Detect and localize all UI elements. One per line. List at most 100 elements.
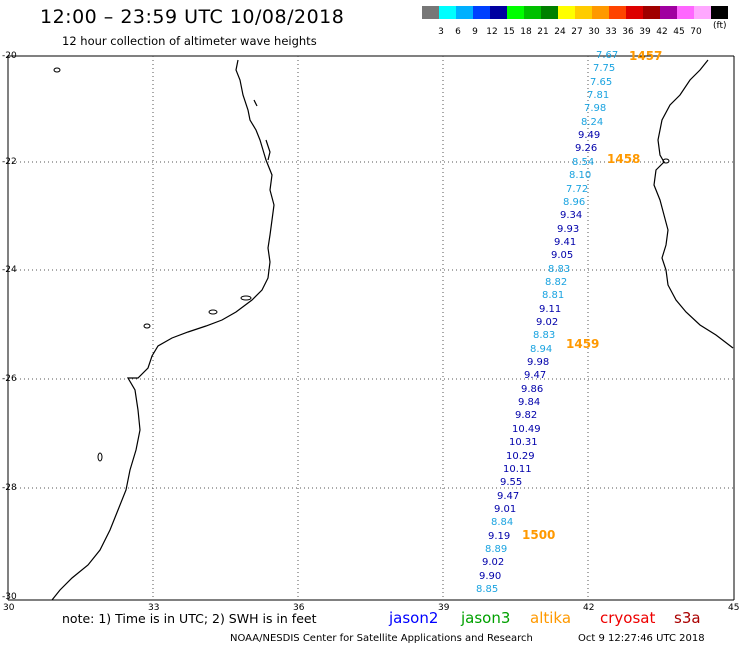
legend-swatch	[439, 6, 456, 19]
footer-timestamp: Oct 9 12:27:46 UTC 2018	[578, 633, 705, 644]
lon-label: 36	[293, 603, 305, 613]
wave-height-value: 7.81	[587, 90, 610, 102]
map-title: 12:00 – 23:59 UTC 10/08/2018	[40, 6, 345, 28]
legend-label: 24	[554, 27, 566, 37]
wave-height-value: 7.98	[584, 103, 607, 115]
legend-label: 33	[605, 27, 617, 37]
wave-height-value: 8.81	[542, 290, 565, 302]
legend-swatch	[490, 6, 507, 19]
legend-label: 30	[588, 27, 600, 37]
time-mark: 1459	[566, 337, 600, 351]
coastline-madagascar	[653, 59, 734, 349]
legend-label: 12	[486, 27, 498, 37]
legend-swatch	[575, 6, 592, 19]
legend-swatch	[422, 6, 439, 19]
legend-label: 6	[455, 27, 461, 37]
wave-height-value: 9.02	[536, 317, 559, 328]
wave-height-value: 9.93	[557, 223, 580, 235]
lat-label: -30	[2, 592, 17, 602]
lat-label: -24	[2, 265, 17, 275]
satellite-cryosat: cryosat	[600, 609, 656, 627]
wave-height-value: 7.67	[596, 50, 619, 61]
lon-label: 30	[3, 603, 15, 613]
wave-height-value: 8.82	[545, 276, 568, 288]
legend-swatch	[592, 6, 609, 19]
legend-swatch	[626, 6, 643, 19]
legend-label: 18	[520, 27, 532, 37]
legend-label: 42	[656, 27, 668, 37]
wave-height-value: 9.47	[497, 490, 520, 502]
wave-height-value: 8.89	[485, 543, 508, 555]
legend-label: 36	[622, 27, 634, 37]
legend-swatch	[473, 6, 490, 19]
wave-height-value: 9.49	[578, 130, 601, 142]
wave-height-value: 9.26	[575, 143, 598, 155]
wave-height-value: 10.11	[503, 463, 532, 475]
legend-label: 39	[639, 27, 651, 37]
wave-height-value: 9.02	[482, 557, 505, 569]
wave-height-value: 8.54	[572, 156, 595, 168]
wave-height-value: 9.19	[488, 530, 511, 542]
lat-label: -20	[2, 51, 17, 61]
grid-lines	[8, 56, 734, 600]
legend-label: 27	[571, 27, 583, 37]
map-subtitle: 12 hour collection of altimeter wave hei…	[62, 34, 317, 48]
legend-label: 45	[673, 27, 685, 37]
wave-height-value: 9.84	[518, 397, 541, 409]
legend-swatch	[558, 6, 575, 19]
legend-swatch	[643, 6, 660, 19]
legend-swatch	[609, 6, 626, 19]
legend-swatch	[541, 6, 558, 19]
coastline-africa	[51, 59, 275, 601]
lat-label: -26	[2, 374, 17, 384]
lon-label: 33	[148, 603, 160, 613]
wave-height-value: 9.11	[539, 303, 562, 315]
lon-label: 39	[438, 603, 450, 613]
wave-height-value: 9.98	[527, 357, 550, 369]
wave-height-value: 8.24	[581, 116, 604, 128]
wave-height-value: 8.83	[533, 330, 556, 342]
wave-height-value: 9.41	[554, 236, 577, 248]
lat-label: -22	[2, 157, 17, 167]
note-text: note: 1) Time is in UTC; 2) SWH is in fe…	[62, 611, 317, 626]
wave-height-value: 10.29	[506, 450, 535, 462]
legend-swatch	[694, 6, 711, 19]
wave-height-value: 9.47	[524, 370, 547, 382]
wave-height-value: 8.94	[530, 343, 553, 355]
wave-height-value: 8.96	[563, 196, 586, 208]
time-mark: 1458	[607, 152, 641, 166]
satellite-s3a: s3a	[674, 609, 701, 627]
lon-label: 42	[583, 603, 595, 613]
legend-label: 9	[472, 27, 478, 37]
lon-label: 45	[728, 603, 740, 613]
wave-height-value: 9.01	[494, 503, 517, 515]
satellite-altika: altika	[530, 609, 572, 627]
satellite-jason3: jason3	[461, 609, 511, 627]
wave-height-value: 10.31	[509, 437, 538, 449]
wave-height-value: 8.84	[491, 517, 514, 529]
wave-height-value: 9.86	[521, 383, 544, 395]
wave-height-value: 8.10	[569, 170, 592, 182]
legend-label: 21	[537, 27, 549, 37]
lat-label: -28	[2, 483, 17, 493]
legend-label: 15	[503, 27, 515, 37]
wave-height-value: 9.34	[560, 210, 583, 222]
wave-height-value: 10.49	[512, 423, 541, 435]
legend-swatch	[507, 6, 524, 19]
legend-swatch	[456, 6, 473, 19]
wave-height-value: 9.82	[515, 410, 538, 422]
wave-height-value: 9.05	[551, 250, 574, 262]
map-frame	[7, 55, 735, 601]
wave-height-value: 9.55	[500, 477, 523, 489]
legend-label: 3	[438, 27, 444, 37]
legend-swatch	[677, 6, 694, 19]
footer-credit: NOAA/NESDIS Center for Satellite Applica…	[230, 633, 533, 644]
legend-unit: (ft)	[713, 21, 727, 31]
wave-height-value: 7.72	[566, 183, 589, 195]
time-mark: 1457	[629, 49, 663, 63]
legend-swatch	[660, 6, 677, 19]
legend-swatch	[524, 6, 541, 19]
satellite-jason2: jason2	[389, 609, 439, 627]
wave-height-value: 9.90	[479, 570, 502, 582]
